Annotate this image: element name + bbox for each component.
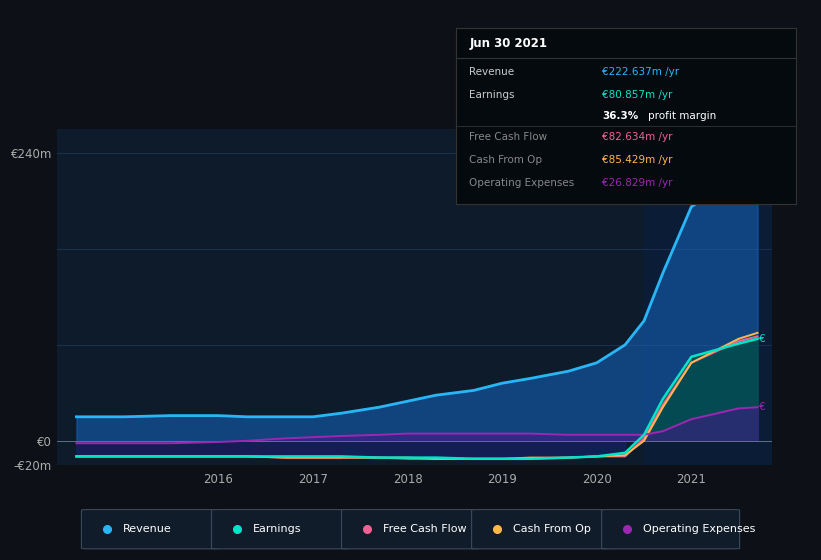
- Text: €85.429m /yr: €85.429m /yr: [602, 155, 672, 165]
- Text: Earnings: Earnings: [470, 90, 515, 100]
- Text: profit margin: profit margin: [648, 111, 717, 121]
- Text: Free Cash Flow: Free Cash Flow: [470, 132, 548, 142]
- Bar: [644, 129, 772, 465]
- Text: €26.829m /yr: €26.829m /yr: [602, 178, 672, 188]
- Text: Cash From Op: Cash From Op: [512, 524, 590, 534]
- Text: €: €: [759, 334, 766, 344]
- Text: €80.857m /yr: €80.857m /yr: [602, 90, 672, 100]
- Text: Revenue: Revenue: [470, 67, 515, 77]
- Text: €222.637m /yr: €222.637m /yr: [602, 67, 679, 77]
- Text: €: €: [759, 154, 766, 164]
- Text: Operating Expenses: Operating Expenses: [643, 524, 755, 534]
- FancyBboxPatch shape: [81, 510, 219, 549]
- FancyBboxPatch shape: [342, 510, 479, 549]
- Text: Operating Expenses: Operating Expenses: [470, 178, 575, 188]
- Text: €: €: [759, 402, 766, 412]
- Text: Earnings: Earnings: [253, 524, 301, 534]
- Text: Revenue: Revenue: [122, 524, 171, 534]
- Text: 36.3%: 36.3%: [602, 111, 639, 121]
- Text: Jun 30 2021: Jun 30 2021: [470, 37, 548, 50]
- FancyBboxPatch shape: [212, 510, 350, 549]
- Text: Free Cash Flow: Free Cash Flow: [383, 524, 466, 534]
- FancyBboxPatch shape: [471, 510, 609, 549]
- Text: €82.634m /yr: €82.634m /yr: [602, 132, 672, 142]
- FancyBboxPatch shape: [602, 510, 740, 549]
- Text: Cash From Op: Cash From Op: [470, 155, 543, 165]
